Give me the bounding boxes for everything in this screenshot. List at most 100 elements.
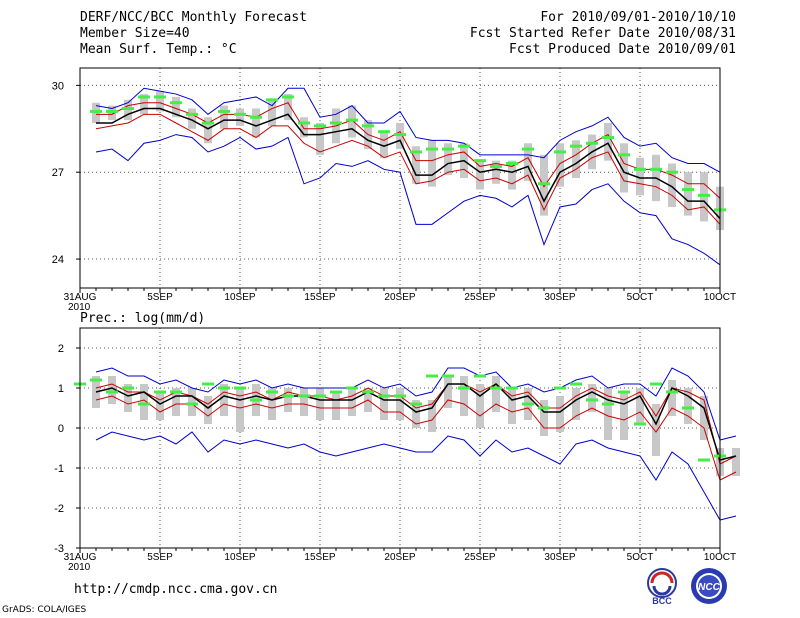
spread-box [604,388,612,440]
spread-box [444,376,452,408]
series-line-min [95,134,721,266]
y-tick-label: 27 [52,167,64,179]
bcc-logo-text: BCC [652,596,672,606]
x-tick-label: 5OCT [627,292,654,303]
spread-box [572,140,580,178]
header-period: For 2010/09/01-2010/10/10 [540,10,736,25]
header-title: DERF/NCC/BCC Monthly Forecast [80,10,307,25]
series-line-max [95,87,721,173]
spread-box [204,396,212,424]
x-tick-label: 10OCT [704,552,736,563]
x-tick-label: 20SEP [384,552,415,563]
spread-box [620,143,628,193]
spread-box [412,146,420,184]
x-tick-label: 15SEP [304,552,335,563]
spread-box [700,396,708,440]
spread-box [668,163,676,207]
spread-box [236,108,244,126]
spread-box [508,388,516,424]
spread-box [476,160,484,190]
spread-box [668,380,676,416]
spread-box [108,376,116,404]
spread-box [396,388,404,420]
spread-box [684,388,692,424]
x-tick-label: 30SEP [544,292,575,303]
y-tick-label: -1 [54,463,64,475]
header-start-date: Fcst Started Refer Date 2010/08/31 [469,26,736,41]
spread-box [556,143,564,187]
series-line-min [95,431,737,521]
x-tick-label: 10SEP [224,552,255,563]
spread-box [124,384,132,412]
spread-box [284,94,292,121]
spread-box [428,400,436,432]
ncc-logo-text: NCC [698,582,720,593]
spread-box [156,91,164,112]
series-line-p80 [96,102,721,199]
x-tick-label: 10OCT [704,292,736,303]
spread-box [732,448,740,476]
bcc-logo: BCC [647,568,677,606]
spread-box [172,96,180,118]
spread-box [300,388,308,416]
spread-box [492,376,500,412]
spread-box [412,400,420,428]
spread-box [140,94,148,115]
spread-box [316,388,324,420]
spread-box [316,123,324,155]
spread-box [236,388,244,432]
spread-box [380,131,388,158]
x-tick-label: 15SEP [304,292,335,303]
spread-box [188,108,196,129]
spread-box [380,388,388,420]
spread-box [220,105,228,129]
y-tick-label: 1 [58,383,64,395]
header-variable: Mean Surf. Temp.: °C [80,42,237,57]
spread-box [540,400,548,436]
panel-2-title: Prec.: log(mm/d) [80,311,205,326]
x-tick-label: 5SEP [147,292,173,303]
y-tick-label: 0 [58,423,64,435]
spread-box [684,172,692,216]
y-tick-label: 24 [52,254,64,266]
x-tick-label: 31AUG [64,292,97,303]
y-tick-label: -3 [54,543,64,555]
series-line-p20 [95,113,721,225]
x-tick-label: 5OCT [627,552,654,563]
spread-box [572,388,580,420]
x-tick-label: 30SEP [544,552,575,563]
series-line-p20 [95,395,737,481]
spread-box [268,99,276,126]
spread-box [188,388,196,416]
spread-box [508,160,516,190]
spread-box [204,117,212,144]
header-right: For 2010/09/01-2010/10/10 Fcst Started Re… [470,10,736,58]
series-line-max [95,367,737,441]
spread-box [492,160,500,184]
spread-box [252,108,260,138]
x-tick-label: 25SEP [464,552,495,563]
spread-box [636,388,644,424]
spread-box [332,392,340,420]
spread-box [284,388,292,412]
x-tick-label: 31AUG [64,552,97,563]
spread-box [620,392,628,440]
spread-box [348,388,356,416]
x-tick-label: 20SEP [384,292,415,303]
spread-box [444,143,452,176]
ncc-logo: NCC [691,568,727,604]
series-line-mean [96,107,721,220]
y-tick-label: 2 [58,343,64,355]
x-tick-year: 2010 [68,302,91,313]
spread-box [460,376,468,416]
header-left: DERF/NCC/BCC Monthly Forecast Member Size… [80,10,307,58]
x-tick-label: 5SEP [147,552,173,563]
footer-url[interactable]: http://cmdp.ncc.cma.gov.cn [74,582,278,597]
y-tick-label: -2 [54,503,64,515]
x-tick-label: 25SEP [464,292,495,303]
series-line-p80 [95,383,737,465]
spread-box [428,140,436,187]
